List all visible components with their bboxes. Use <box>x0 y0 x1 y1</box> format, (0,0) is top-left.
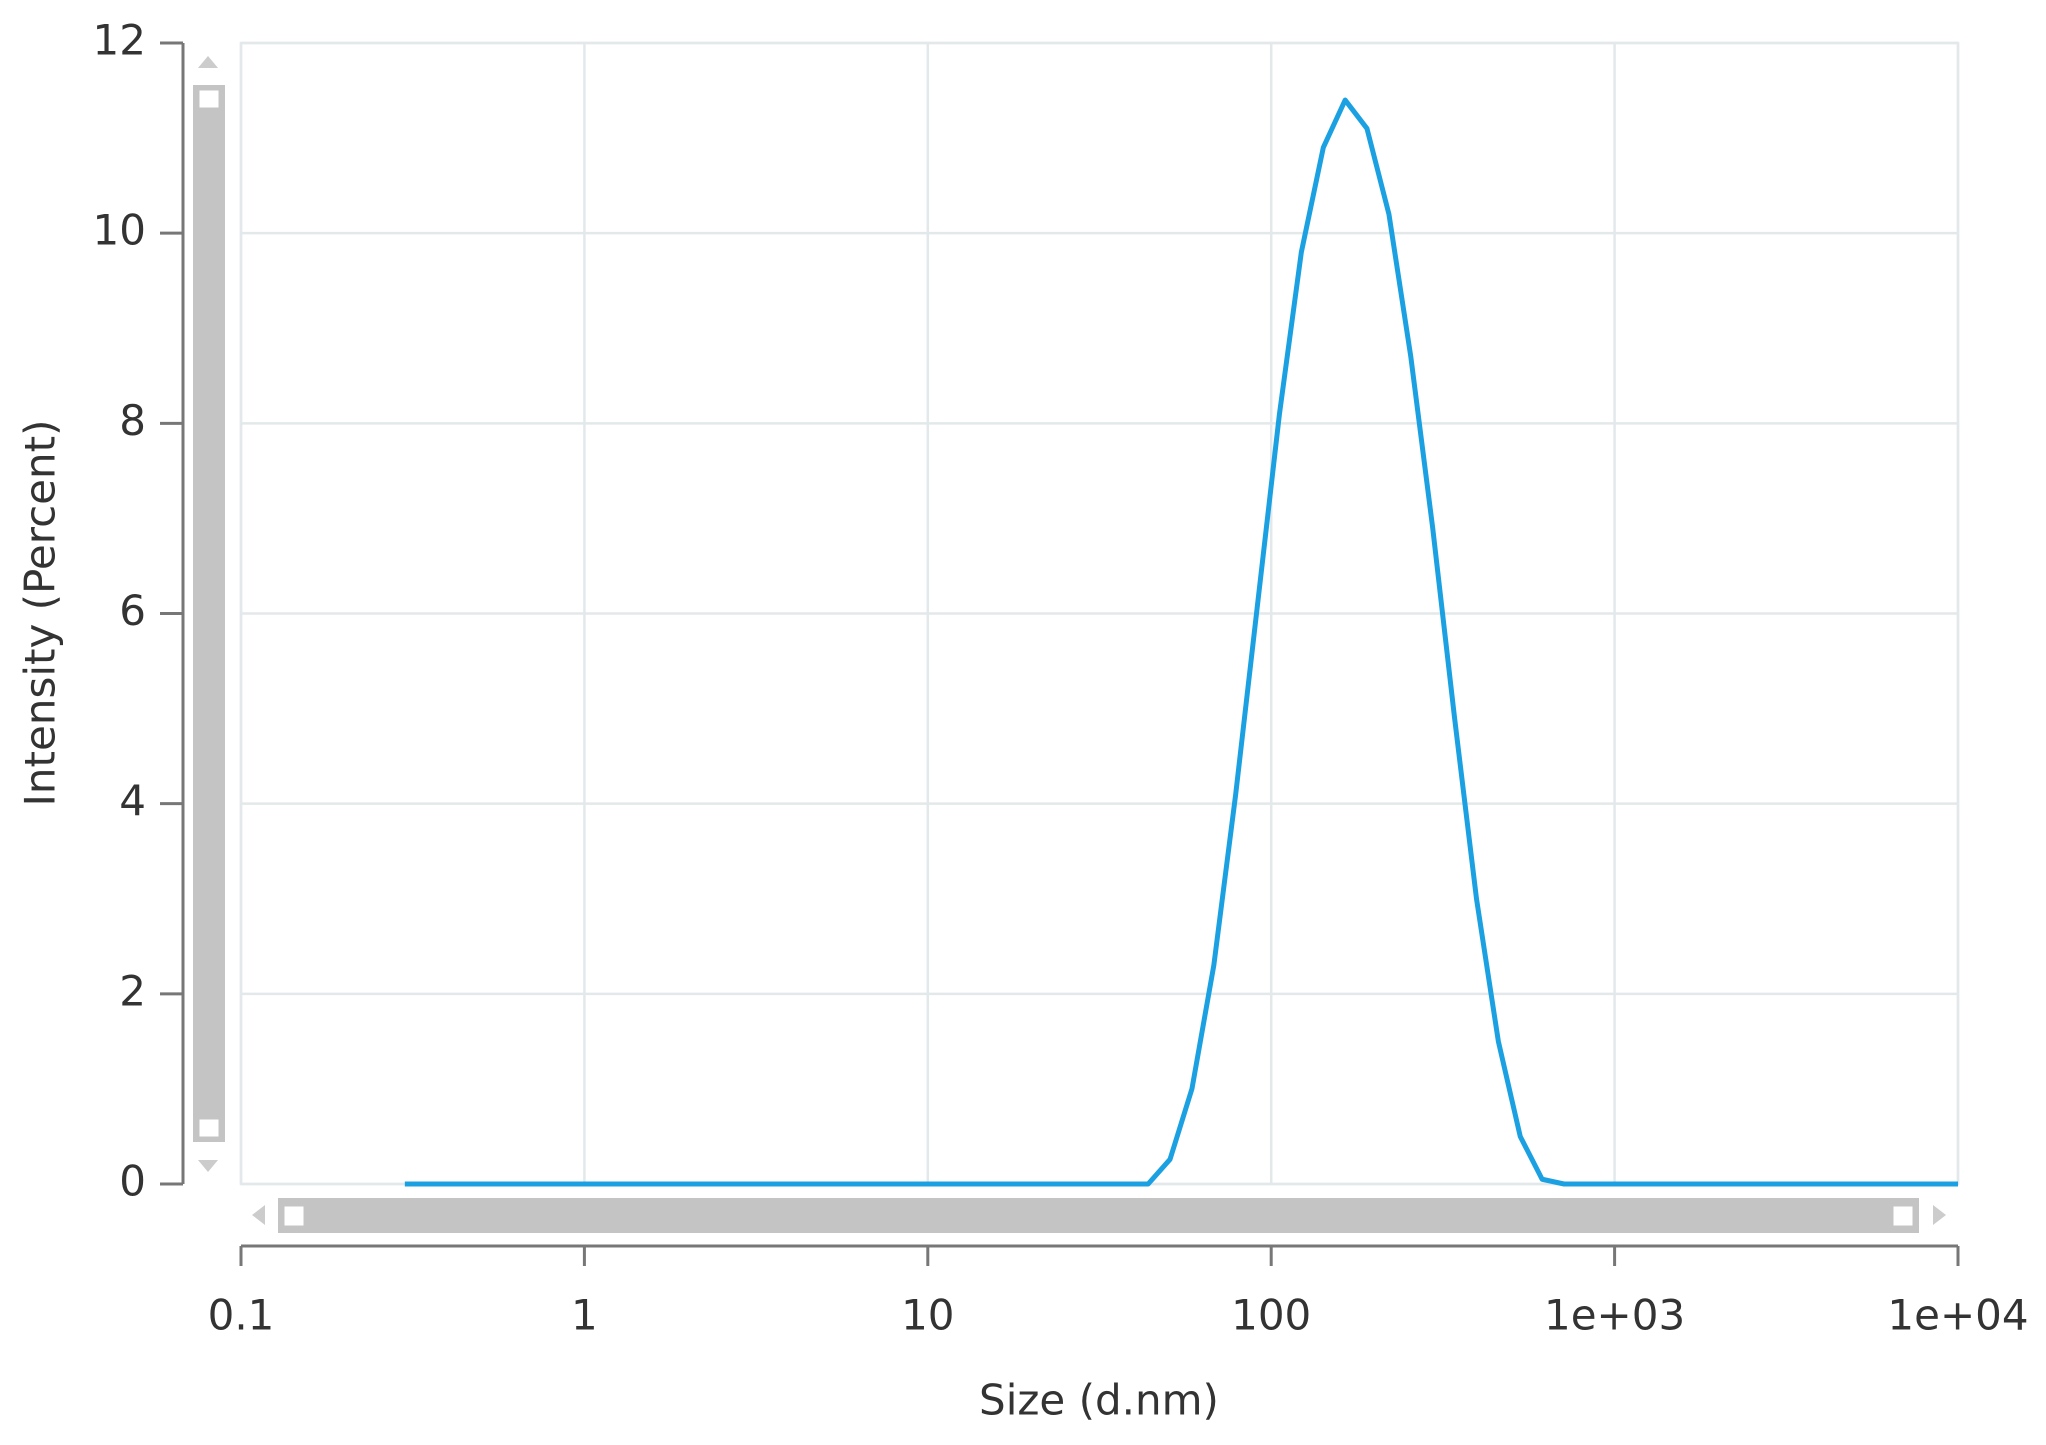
y-tick-label: 6 <box>119 586 146 635</box>
y-tick-label: 10 <box>93 206 146 255</box>
x-tick-label: 10 <box>901 1291 954 1340</box>
y-tick-label: 12 <box>93 16 146 65</box>
scroll-down-arrow[interactable] <box>198 1160 218 1172</box>
y-tick-label: 0 <box>119 1157 146 1206</box>
scroll-handle[interactable] <box>1892 1205 1914 1227</box>
scroll-thumb[interactable] <box>193 85 225 1142</box>
x-tick-label: 100 <box>1231 1291 1311 1340</box>
scroll-handle[interactable] <box>283 1205 305 1227</box>
horizontal-scrollbar[interactable] <box>252 1198 1946 1233</box>
scroll-left-arrow[interactable] <box>252 1205 265 1225</box>
y-tick-label: 4 <box>119 776 146 825</box>
data-line <box>404 97 1958 1187</box>
x-tick-label: 1e+03 <box>1544 1291 1685 1340</box>
scroll-thumb[interactable] <box>278 1198 1919 1233</box>
vertical-scrollbar[interactable] <box>193 56 225 1172</box>
scroll-right-arrow[interactable] <box>1933 1205 1946 1225</box>
y-axis-label: Intensity (Percent) <box>16 420 65 807</box>
x-tick-label: 0.1 <box>208 1291 275 1340</box>
scroll-handle[interactable] <box>198 1118 220 1138</box>
x-axis-label: Size (d.nm) <box>979 1376 1219 1425</box>
x-tick-label: 1e+04 <box>1887 1291 2028 1340</box>
y-tick-label: 2 <box>119 966 146 1015</box>
x-tick-label: 1 <box>571 1291 598 1340</box>
scroll-handle[interactable] <box>198 89 220 109</box>
scroll-up-arrow[interactable] <box>198 56 218 68</box>
y-tick-label: 8 <box>119 396 146 445</box>
